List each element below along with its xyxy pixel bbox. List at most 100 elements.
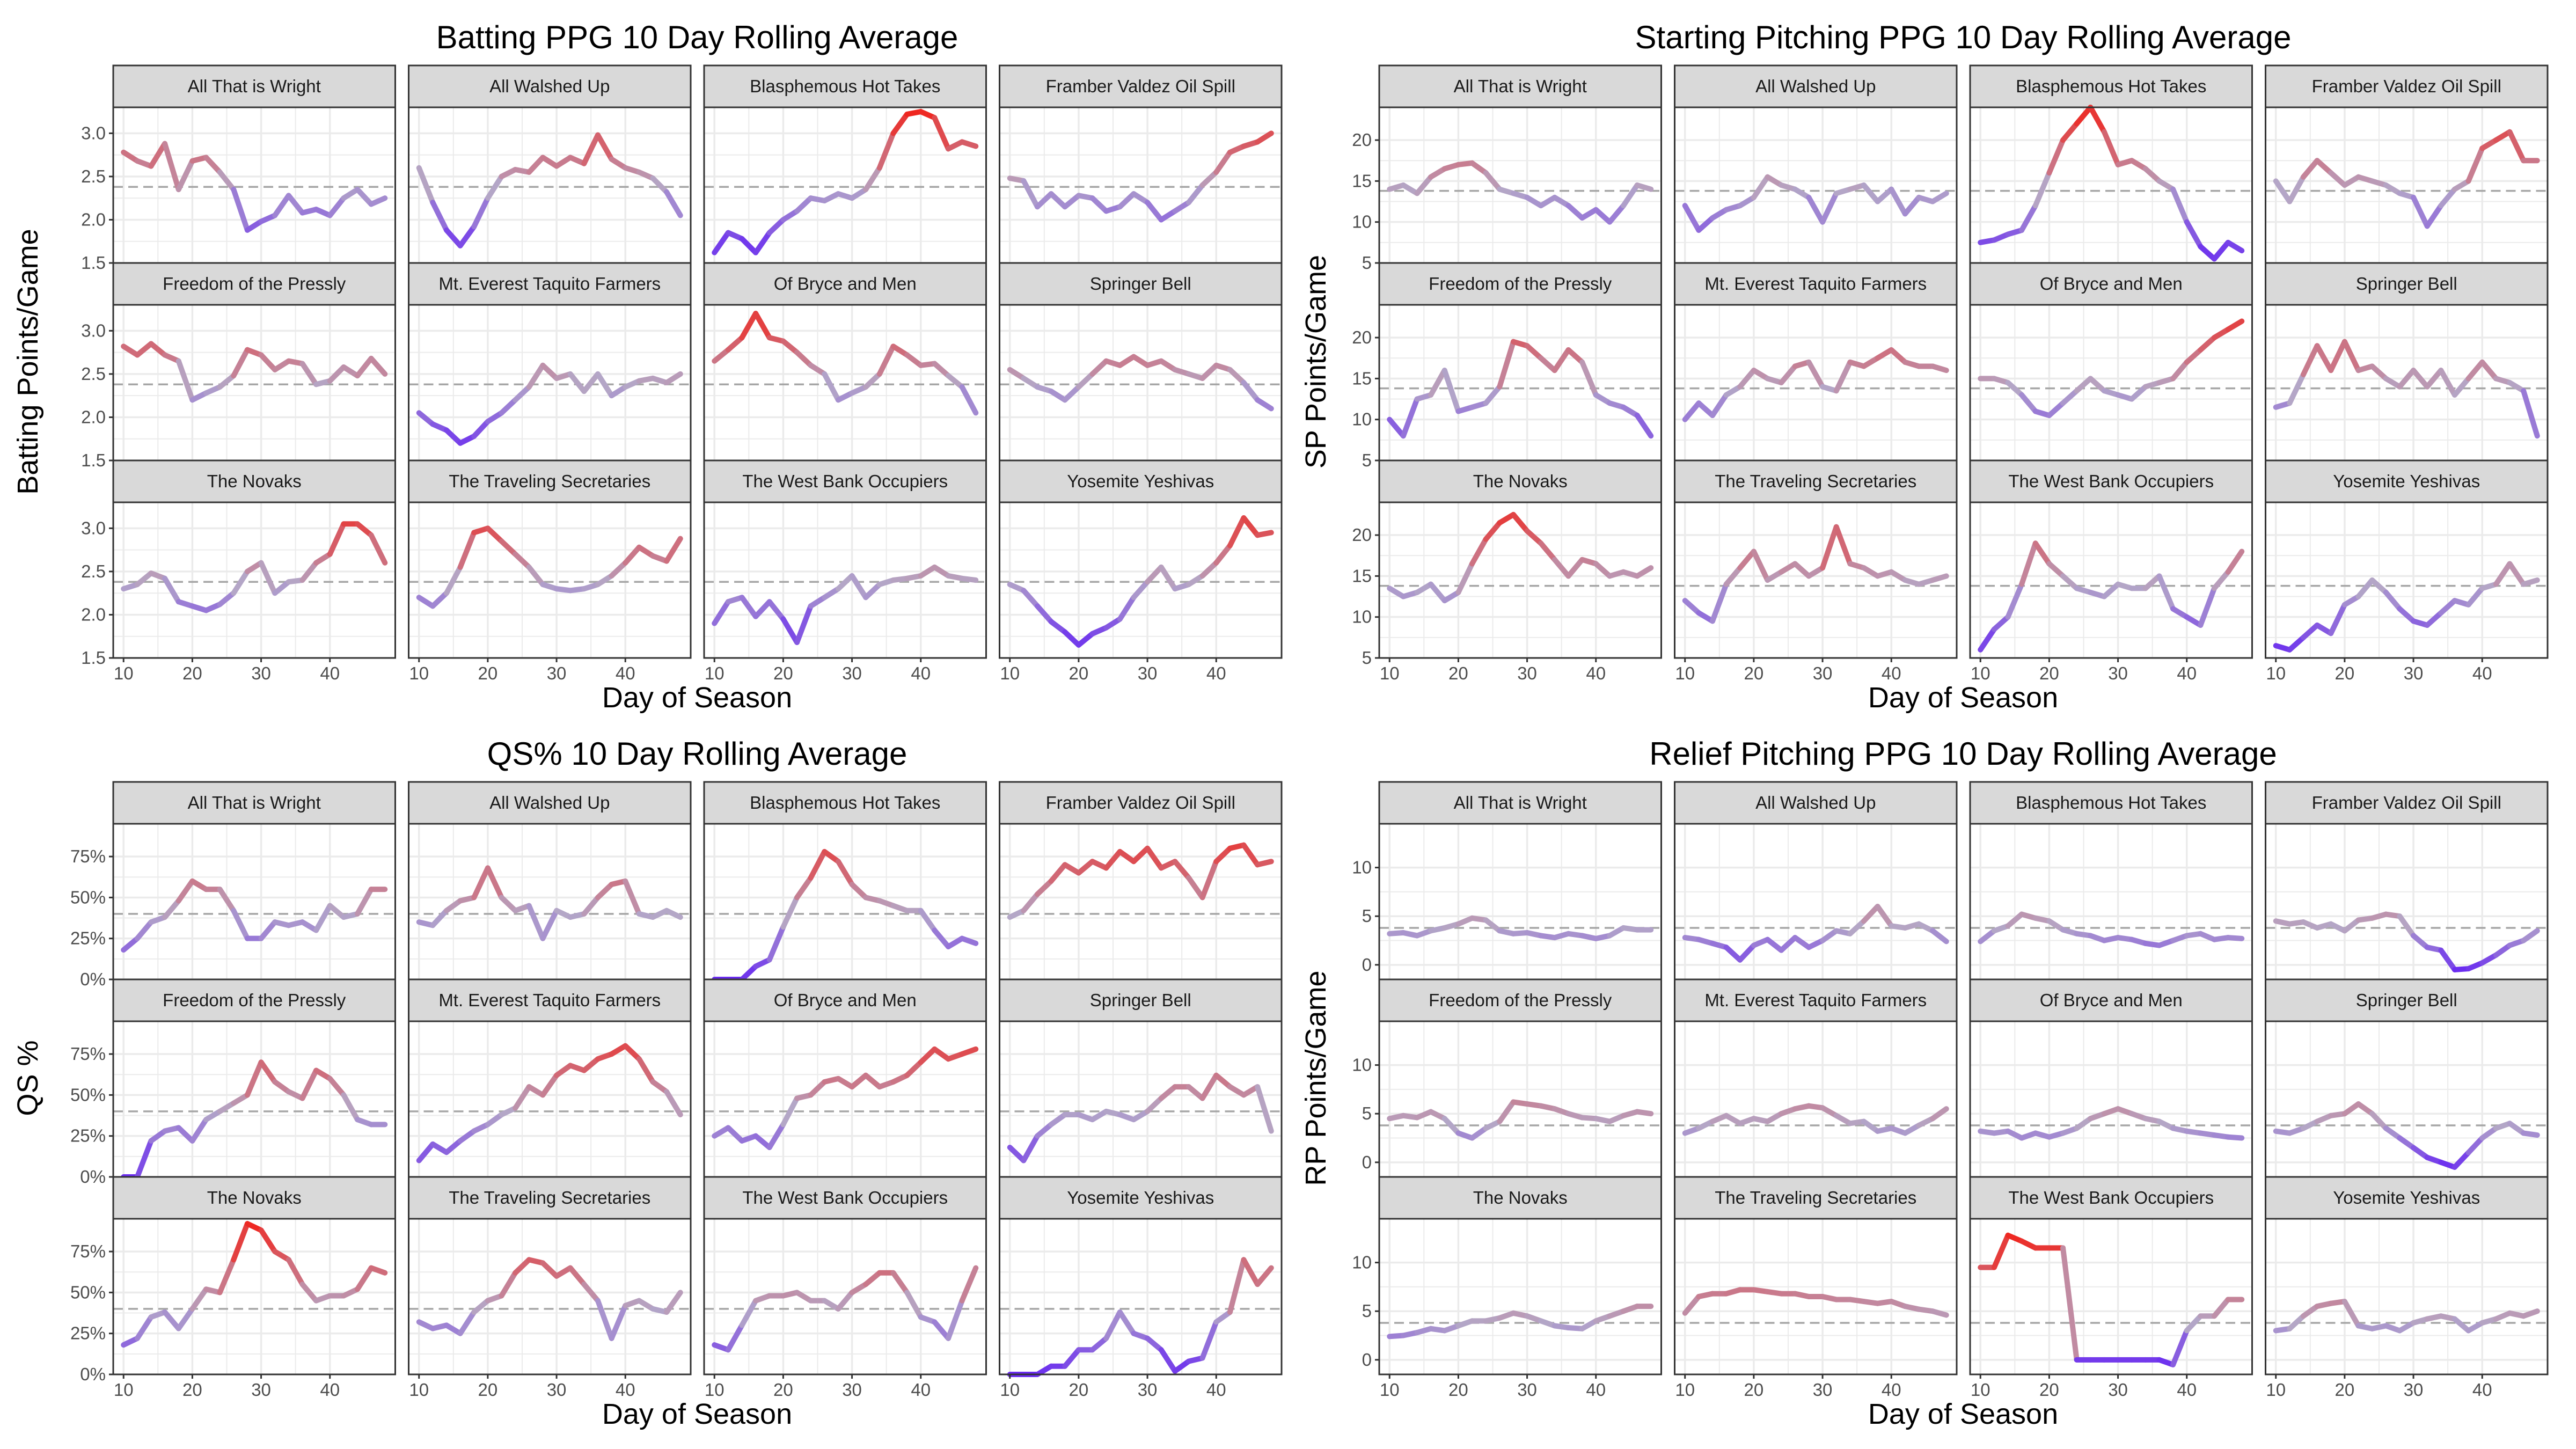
facet-label: The Novaks bbox=[207, 471, 302, 491]
line-segment bbox=[1820, 191, 1839, 225]
line-segment bbox=[2438, 368, 2457, 398]
series-line bbox=[1007, 130, 1274, 223]
x-tick-label: 40 bbox=[320, 1380, 340, 1400]
line-segment bbox=[2225, 239, 2245, 254]
line-segment bbox=[2019, 203, 2038, 233]
series-line bbox=[1978, 540, 2245, 653]
x-tick-label: 30 bbox=[1813, 1380, 1833, 1400]
facet-panel: Yosemite Yeshivas 10 20 30 40 bbox=[999, 1176, 1283, 1400]
line-segment bbox=[863, 371, 882, 390]
line-segment bbox=[1158, 1084, 1178, 1101]
y-tick-label: 3.0 bbox=[81, 518, 106, 538]
line-segment bbox=[581, 895, 601, 917]
line-segment bbox=[1510, 511, 1530, 534]
line-segment bbox=[1117, 1309, 1137, 1336]
y-axis-title: RP Points/Game bbox=[1300, 970, 1332, 1185]
y-tick-label: 20 bbox=[1352, 327, 1372, 347]
facet-panel: Yosemite Yeshivas 10 20 30 40 bbox=[999, 459, 1283, 683]
line-segment bbox=[595, 132, 614, 162]
facet-strip bbox=[112, 64, 396, 108]
line-segment bbox=[904, 1059, 924, 1078]
line-segment bbox=[2424, 203, 2444, 229]
line-segment bbox=[2060, 121, 2080, 143]
series-line bbox=[1682, 1103, 1949, 1136]
facet-panel: Springer Bell bbox=[2265, 978, 2549, 1178]
y-tick-label: 15 bbox=[1352, 171, 1372, 191]
line-segment bbox=[1779, 363, 1798, 385]
line-segment bbox=[2507, 129, 2527, 164]
line-segment bbox=[258, 560, 278, 596]
line-segment bbox=[457, 1309, 477, 1336]
line-segment bbox=[2184, 347, 2204, 365]
line-segment bbox=[2225, 318, 2245, 332]
line-segment bbox=[835, 573, 855, 592]
facet-label: Freedom of the Pressly bbox=[1429, 990, 1612, 1010]
facet-panel: The Traveling Secretaries 10 20 30 40 bbox=[408, 1176, 692, 1400]
line-segment bbox=[416, 595, 436, 609]
line-segment bbox=[2142, 166, 2162, 184]
facet-panel: Mt. Everest Taquito Farmers bbox=[1674, 262, 1958, 462]
facet-panel: Mt. Everest Taquito Farmers bbox=[408, 262, 692, 462]
line-segment bbox=[712, 599, 731, 626]
line-segment bbox=[175, 1306, 195, 1331]
line-segment bbox=[134, 341, 154, 358]
line-segment bbox=[134, 1138, 154, 1180]
line-segment bbox=[1255, 397, 1274, 412]
line-segment bbox=[341, 187, 361, 201]
line-segment bbox=[1145, 1095, 1164, 1114]
facet-label: Of Bryce and Men bbox=[774, 990, 917, 1010]
panel-background bbox=[704, 1021, 986, 1177]
line-segment bbox=[1103, 1309, 1123, 1341]
series-line bbox=[1682, 524, 1949, 624]
line-segment bbox=[1131, 579, 1151, 601]
panel-background bbox=[1674, 305, 1957, 460]
line-segment bbox=[286, 193, 305, 216]
panel-border bbox=[1969, 1218, 2253, 1375]
panel-background bbox=[1379, 502, 1662, 658]
line-segment bbox=[794, 875, 814, 901]
line-segment bbox=[1696, 215, 1715, 233]
line-segment bbox=[623, 878, 642, 917]
line-segment bbox=[299, 560, 319, 583]
line-segment bbox=[890, 111, 910, 136]
line-segment bbox=[1833, 524, 1853, 567]
line-segment bbox=[1709, 581, 1729, 624]
line-segment bbox=[876, 130, 896, 171]
line-segment bbox=[1524, 343, 1544, 361]
line-segment bbox=[1227, 1257, 1247, 1315]
series-line bbox=[1387, 1304, 1654, 1340]
x-tick-label: 20 bbox=[1448, 663, 1468, 683]
x-tick-label: 10 bbox=[409, 1380, 429, 1400]
line-segment bbox=[457, 530, 477, 570]
line-segment bbox=[1441, 368, 1461, 414]
x-tick-label: 30 bbox=[251, 663, 271, 683]
line-segment bbox=[1889, 186, 1908, 217]
line-segment bbox=[443, 898, 463, 913]
line-segment bbox=[2101, 129, 2121, 167]
facet-panel: The West Bank Occupiers 10 20 30 40 bbox=[703, 1176, 987, 1400]
line-segment bbox=[1792, 935, 1812, 950]
panel-background bbox=[1379, 824, 1662, 979]
series-line bbox=[1007, 354, 1274, 412]
line-segment bbox=[1131, 845, 1151, 865]
x-tick-label: 10 bbox=[1000, 1380, 1020, 1400]
line-segment bbox=[2287, 634, 2306, 653]
line-segment bbox=[430, 590, 449, 609]
facet-panel: Yosemite Yeshivas 10 20 30 40 bbox=[2265, 1176, 2549, 1400]
x-axis-title: Day of Season bbox=[602, 682, 792, 714]
line-segment bbox=[1779, 935, 1798, 953]
x-tick-label: 40 bbox=[320, 663, 340, 683]
x-tick-label: 10 bbox=[1675, 663, 1695, 683]
facet-panel: Blasphemous Hot Takes bbox=[703, 781, 987, 982]
facet-label: Yosemite Yeshivas bbox=[1067, 471, 1214, 491]
facet-panel: The Traveling Secretaries 10 20 30 40 bbox=[408, 459, 692, 683]
facet-strip bbox=[1969, 1176, 2253, 1220]
facet-label: All That is Wright bbox=[1454, 793, 1587, 813]
facet-panel: All That is Wright 0 5 10 bbox=[1352, 781, 1662, 980]
facet-panel: Mt. Everest Taquito Farmers bbox=[408, 978, 692, 1178]
line-segment bbox=[1833, 359, 1853, 394]
facet-label: Blasphemous Hot Takes bbox=[750, 76, 940, 96]
line-segment bbox=[457, 1128, 477, 1144]
facet-strip bbox=[112, 781, 396, 825]
facet-panel: The West Bank Occupiers 10 20 30 40 bbox=[1969, 459, 2253, 683]
